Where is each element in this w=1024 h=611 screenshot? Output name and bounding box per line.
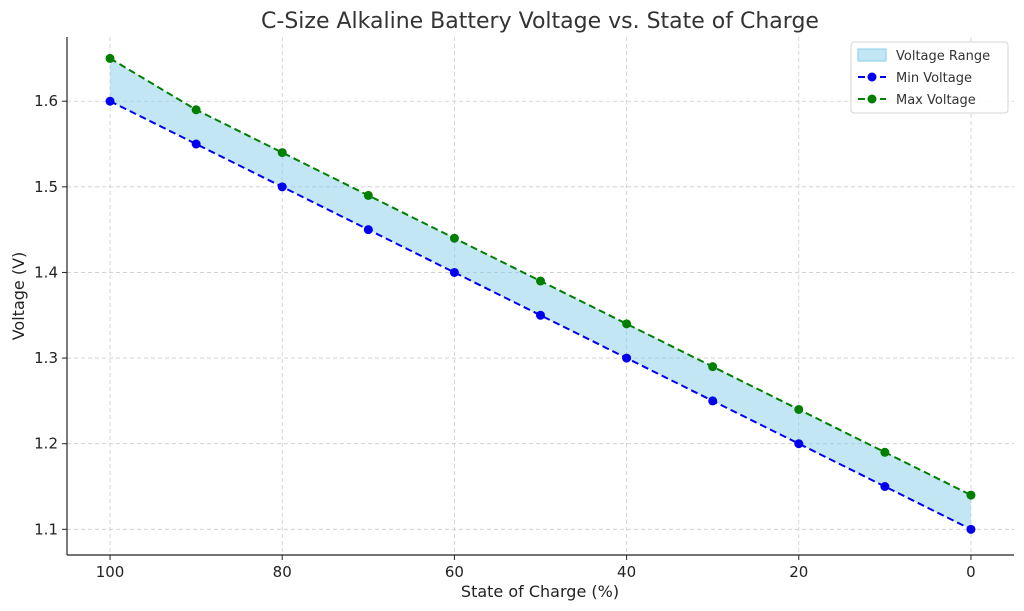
min-voltage-point: [880, 482, 890, 492]
legend-marker-min-voltage: [867, 72, 877, 82]
y-axis-label: Voltage (V): [9, 252, 28, 341]
max-voltage-point: [708, 362, 718, 372]
max-voltage-point: [191, 105, 201, 115]
x-tick-label: 100: [96, 563, 125, 581]
min-voltage-point: [966, 524, 976, 534]
y-tick-label: 1.5: [34, 178, 58, 196]
legend-swatch-voltage-range: [857, 48, 887, 62]
legend-items: Voltage Range Min Voltage Max Voltage: [857, 48, 990, 108]
legend-item-min-voltage: Min Voltage: [858, 71, 972, 86]
legend-label-min-voltage: Min Voltage: [896, 71, 972, 86]
x-tick-label: 40: [617, 563, 636, 581]
series-lines: [105, 53, 976, 534]
min-voltage-point: [363, 225, 373, 235]
max-voltage-point: [622, 319, 632, 329]
min-voltage-point: [708, 396, 718, 406]
y-tick-label: 1.1: [34, 520, 58, 538]
legend-marker-max-voltage: [867, 94, 877, 104]
min-voltage-point: [536, 310, 545, 320]
legend-item-max-voltage: Max Voltage: [858, 93, 976, 108]
axes: [66, 37, 1014, 556]
legend-label-voltage-range: Voltage Range: [896, 49, 990, 64]
max-voltage-point: [449, 233, 459, 243]
grid-lines: [67, 37, 1014, 555]
x-tick-label: 20: [789, 563, 808, 581]
max-voltage-point: [277, 148, 287, 158]
legend: Voltage Range Min Voltage Max Voltage: [850, 41, 1009, 114]
legend-item-voltage-range: Voltage Range: [857, 48, 990, 64]
y-tick-label: 1.2: [34, 435, 58, 453]
max-voltage-point: [880, 447, 890, 457]
min-voltage-series: [105, 96, 976, 534]
y-tick-label: 1.4: [34, 263, 58, 281]
min-voltage-point: [449, 267, 459, 277]
y-tick-label: 1.3: [34, 349, 58, 367]
min-voltage-point: [622, 353, 632, 363]
legend-label-max-voltage: Max Voltage: [896, 93, 976, 108]
x-tick-label: 0: [966, 563, 976, 581]
fill-area: [110, 58, 971, 530]
max-voltage-point: [794, 404, 804, 414]
min-voltage-point: [277, 182, 287, 192]
y-tick-label: 1.6: [34, 92, 58, 110]
x-axis-label: State of Charge (%): [461, 582, 619, 601]
max-voltage-point: [966, 490, 976, 500]
x-tick-label: 80: [273, 563, 292, 581]
x-tick-label: 60: [445, 563, 464, 581]
chart-title: C-Size Alkaline Battery Voltage vs. Stat…: [261, 9, 819, 34]
min-voltage-point: [105, 96, 115, 106]
min-voltage-line: [109, 100, 972, 531]
max-voltage-point: [363, 190, 373, 200]
min-voltage-point: [794, 439, 804, 449]
legend-frame: [850, 41, 1009, 114]
max-voltage-point: [536, 276, 545, 286]
max-voltage-series: [105, 53, 976, 500]
y-axis-ticks: 1.1 1.2 1.3 1.4 1.5 1.6: [34, 92, 67, 538]
min-voltage-point: [191, 139, 201, 149]
voltage-range-fill: [110, 58, 971, 530]
x-axis-ticks: 100 80 60 40 20 0: [96, 555, 976, 581]
max-voltage-point: [105, 53, 115, 63]
